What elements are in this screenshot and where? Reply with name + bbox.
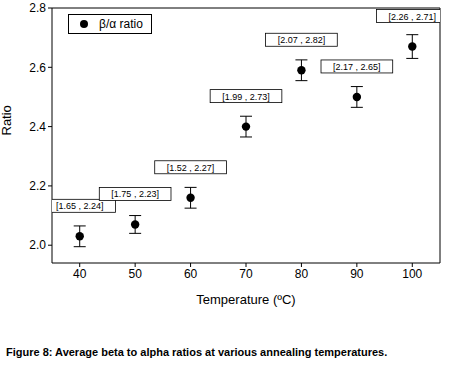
- svg-text:[1.99 , 2.73]: [1.99 , 2.73]: [222, 92, 270, 102]
- html-text:Figure 8: Average beta to alph: Figure 8: Average beta to alpha ratios a…: [6, 346, 388, 358]
- svg-text:90: 90: [350, 267, 364, 281]
- svg-text:[1.75 , 2.23]: [1.75 , 2.23]: [111, 189, 159, 199]
- svg-text:40: 40: [73, 267, 87, 281]
- svg-text:Temperature (ºC): Temperature (ºC): [196, 292, 295, 307]
- svg-text:[2.17 , 2.65]: [2.17 , 2.65]: [333, 62, 381, 72]
- html-text:β/α ratio: β/α ratio: [99, 17, 143, 31]
- svg-text:50: 50: [128, 267, 142, 281]
- svg-text:[2.07 , 2.82]: [2.07 , 2.82]: [278, 35, 326, 45]
- svg-text:[1.52 , 2.27]: [1.52 , 2.27]: [167, 163, 215, 173]
- svg-text:80: 80: [295, 267, 309, 281]
- svg-text:2.8: 2.8: [29, 1, 46, 15]
- svg-text:[1.65 , 2.24]: [1.65 , 2.24]: [56, 201, 104, 211]
- svg-text:70: 70: [239, 267, 253, 281]
- svg-text:[2.26 , 2.71]: [2.26 , 2.71]: [389, 12, 437, 22]
- svg-text:2.6: 2.6: [29, 61, 46, 75]
- svg-text:Ratio: Ratio: [8, 105, 14, 135]
- svg-text:100: 100: [402, 267, 422, 281]
- svg-text:60: 60: [184, 267, 198, 281]
- svg-text:2.4: 2.4: [29, 120, 46, 134]
- svg-text:2.2: 2.2: [29, 179, 46, 193]
- svg-text:2.0: 2.0: [29, 238, 46, 252]
